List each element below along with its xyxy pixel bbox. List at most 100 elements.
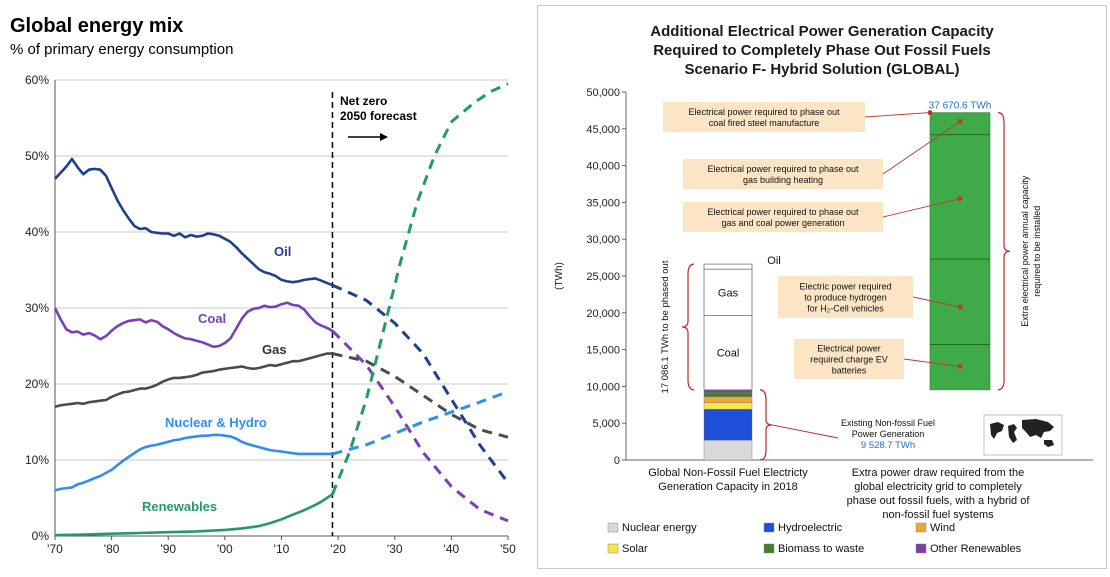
chart-title: Global energy mix (10, 15, 183, 37)
callout-dot (957, 196, 963, 202)
forecast-label: 2050 forecast (340, 109, 417, 123)
y-tick-label: 10,000 (586, 381, 620, 393)
y-tick-label: 5,000 (592, 418, 620, 430)
callout-box: Electrical power required to phase outco… (663, 102, 865, 132)
solar-legend-label: Solar (622, 543, 648, 555)
gas-forecast-line (332, 352, 509, 439)
nuclear-hydro-historical-line (54, 433, 333, 492)
world-map-icon (983, 414, 1063, 456)
extra-capacity-label-2: required to be installed (1032, 206, 1042, 297)
callout-leader (912, 296, 961, 308)
callout-text: required charge EV (810, 355, 888, 365)
forecast-arrow-head (380, 133, 388, 141)
y-tick-label: 35,000 (586, 197, 620, 209)
oil-segment-label: Oil (767, 255, 780, 267)
wind-bar-segment (703, 396, 753, 403)
nuclear-hydro-forecast-line (332, 390, 509, 456)
y-tick-label: 50% (25, 149, 49, 163)
other-renewables-legend-label: Other Renewables (930, 543, 1022, 555)
category-label: Extra power draw required from the (852, 467, 1024, 479)
coal-bar-segment (703, 315, 753, 391)
callout-background (794, 339, 904, 379)
gas-segment-label: Gas (718, 287, 739, 299)
y-tick-label: 60% (25, 73, 49, 87)
biomass-to-waste-legend-swatch (763, 543, 775, 554)
callout-text: gas building heating (743, 175, 823, 185)
callout-dot (957, 118, 963, 124)
x-tick-label: '30 (387, 542, 403, 556)
extra-top-value: 37 670.6 TWh (929, 101, 992, 112)
biomass-to-waste-legend-label: Biomass to waste (778, 543, 864, 555)
y-tick-label: 10% (25, 453, 49, 467)
coal-series-label: Coal (198, 311, 226, 326)
callout-text: Electrical power (817, 344, 881, 354)
extra-capacity-brace (997, 112, 1011, 391)
y-tick-label: 40% (25, 225, 49, 239)
x-tick-label: '80 (104, 542, 120, 556)
phased-out-brace (681, 263, 695, 391)
y-tick-label: 40,000 (586, 161, 620, 173)
callout-leader (903, 358, 961, 367)
coal-historical-line (53, 301, 334, 349)
y-tick-label: 0% (32, 529, 50, 543)
solar-bar-segment (703, 402, 753, 410)
callout-text: Electrical power required to phase out (707, 164, 859, 174)
chart-title-line-2: Required to Completely Phase Out Fossil … (653, 42, 991, 59)
y-tick-label: 50,000 (586, 87, 620, 99)
biomass-to-waste-bar-segment (703, 392, 753, 397)
existing-value: 9 528.7 TWh (861, 440, 915, 451)
y-tick-label: 15,000 (586, 345, 620, 357)
callout-text: for H₂-Cell vehicles (807, 304, 884, 314)
y-tick-label: 20% (25, 377, 49, 391)
y-axis-title: (TWh) (554, 262, 565, 290)
existing-leader (771, 424, 839, 439)
oil-historical-line (54, 157, 333, 287)
existing-label-1: Existing Non-fossil Fuel (841, 418, 935, 428)
energy-mix-chart: Global energy mix % of primary energy co… (0, 0, 525, 572)
wind-legend-swatch (915, 522, 927, 533)
energy-mix-svg: Global energy mix % of primary energy co… (10, 15, 516, 556)
callout-text: to produce hydrogen (804, 293, 887, 303)
x-tick-label: '40 (444, 542, 460, 556)
oil-bar-segment (703, 263, 753, 270)
y-tick-label: 30% (25, 301, 49, 315)
callout-text: Electrical power required to phase out (707, 207, 859, 217)
coal-segment-label: Coal (717, 348, 740, 360)
renewables-forecast-line (331, 82, 509, 495)
category-label: global electricity grid to completely (854, 481, 1022, 493)
category-label: phase out fossil fuels, with a hybrid of (847, 495, 1031, 507)
hydroelectric-legend-label: Hydroelectric (778, 522, 843, 534)
category-label: Global Non-Fossil Fuel Electricty (648, 467, 808, 479)
hydroelectric-bar-segment (703, 409, 753, 441)
y-tick-label: 0 (614, 455, 620, 467)
callout-text: gas and coal power generation (721, 218, 844, 228)
callout-text: Electric power required (799, 282, 891, 292)
gas-series-label: Gas (262, 342, 287, 357)
chart-title-line-3: Scenario F- Hybrid Solution (GLOBAL) (685, 61, 960, 78)
existing-bracket (759, 389, 773, 461)
world-map-shapes (990, 419, 1054, 447)
phased-out-label: 17 086.1 TWh to be phased out (660, 260, 671, 393)
net-zero-label: Net zero (340, 94, 387, 108)
chart-title-line-1: Additional Electrical Power Generation C… (650, 23, 994, 40)
generation-capacity-panel: Additional Electrical Power Generation C… (537, 5, 1107, 569)
nuclear-hydro-series-label: Nuclear & Hydro (165, 415, 267, 430)
nuclear-energy-bar-segment (703, 439, 753, 461)
extra-capacity-label-1: Extra electrical power annual capacity (1020, 175, 1030, 327)
gas-historical-line (54, 352, 333, 409)
callout-text: batteries (832, 366, 867, 376)
oil-series-label: Oil (274, 244, 291, 259)
callout-text: coal fired steel manufacture (709, 118, 820, 128)
callout-box: Electrical power required to phase outga… (683, 202, 883, 232)
callout-dot (957, 364, 963, 370)
callout-leader (864, 112, 931, 118)
chart-subtitle: % of primary energy consumption (10, 41, 233, 58)
x-tick-label: '50 (500, 542, 516, 556)
oil-forecast-line (331, 283, 510, 484)
nuclear-energy-legend-label: Nuclear energy (622, 522, 697, 534)
renewables-historical-line (54, 493, 334, 537)
generation-capacity-svg: Additional Electrical Power Generation C… (554, 23, 1093, 555)
y-tick-label: 45,000 (586, 124, 620, 136)
